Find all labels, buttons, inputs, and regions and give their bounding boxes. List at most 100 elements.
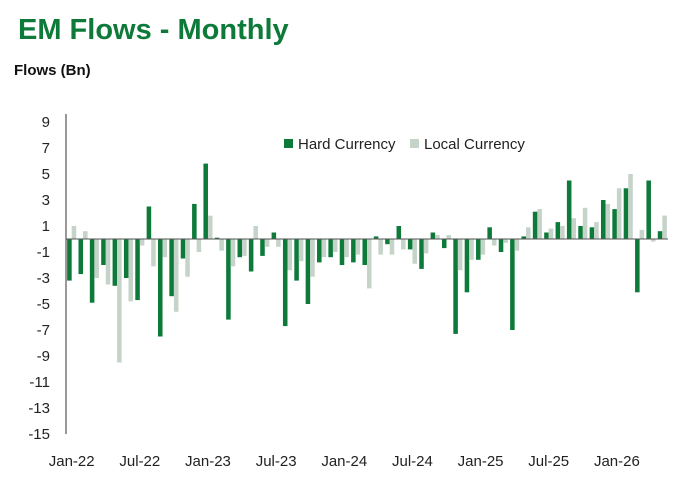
y-tick-label: 9 — [42, 114, 50, 131]
y-tick-label: -1 — [37, 244, 50, 261]
local-currency-bar — [276, 239, 281, 247]
hard-currency-bar — [657, 231, 663, 239]
local-currency-bar — [503, 239, 508, 243]
local-currency-bar — [173, 239, 179, 312]
y-tick-label: 1 — [42, 218, 50, 235]
y-tick-labels: 9 7 5 3 1 -1 -3 -5 -7 -9 -11 -13 -15 — [28, 114, 50, 443]
local-currency-bar — [423, 239, 429, 254]
x-tick-label: Jan-22 — [49, 453, 95, 470]
local-currency-bar — [242, 239, 247, 256]
hard-currency-bar — [112, 239, 118, 286]
local-currency-bar — [355, 239, 361, 255]
local-currency-bar — [196, 239, 202, 252]
local-currency-bar — [83, 231, 88, 239]
x-tick-label: Jul-25 — [528, 453, 569, 470]
hard-currency-bar — [487, 227, 492, 239]
local-currency-bar — [537, 209, 542, 239]
hard-currency-bar — [260, 239, 265, 256]
local-currency-bar — [344, 239, 349, 258]
hard-currency-bar — [351, 239, 356, 263]
local-currency-bar — [571, 218, 576, 239]
hard-currency-bar — [237, 239, 243, 258]
y-tick-label: -3 — [37, 270, 50, 287]
local-currency-bar — [287, 239, 293, 271]
hard-currency-bar — [158, 239, 163, 337]
hard-currency-bar — [555, 222, 561, 239]
hard-currency-bar — [339, 239, 345, 265]
hard-currency-bar — [248, 239, 254, 272]
hard-currency-bar — [328, 239, 333, 258]
hard-currency-bar — [544, 232, 549, 239]
legend-swatch-hard-currency — [284, 139, 293, 148]
hard-currency-bar — [78, 239, 84, 275]
hard-currency-bar — [180, 239, 186, 259]
local-currency-bar — [662, 215, 667, 239]
hard-currency-bar — [362, 239, 367, 265]
local-currency-bar — [389, 239, 395, 255]
hard-currency-bar — [623, 188, 629, 239]
hard-currency-bar — [441, 239, 447, 249]
local-currency-bar — [480, 239, 486, 255]
hard-currency-bar — [407, 239, 413, 250]
local-currency-bar — [321, 239, 327, 258]
local-currency-bar — [332, 239, 338, 252]
hard-currency-bar — [498, 239, 504, 252]
local-currency-bar — [105, 239, 111, 285]
hard-currency-bar — [169, 239, 174, 297]
hard-currency-bar — [589, 227, 595, 239]
chart-title: EM Flows - Monthly — [18, 14, 289, 46]
hard-currency-bar — [646, 180, 651, 239]
y-tick-label: 5 — [42, 166, 50, 183]
local-currency-bar — [412, 239, 417, 264]
y-tick-label: -9 — [37, 348, 50, 365]
hard-currency-bar — [510, 239, 515, 330]
local-currency-bar — [526, 227, 531, 239]
x-tick-label: Jan-24 — [321, 453, 367, 470]
hard-currency-bar — [67, 239, 72, 281]
local-currency-bar — [650, 239, 656, 242]
hard-currency-bar — [464, 239, 470, 293]
x-tick-label: Jul-23 — [256, 453, 297, 470]
hard-currency-bar — [453, 239, 458, 334]
legend-swatch-local-currency — [410, 139, 419, 148]
local-currency-bar — [207, 215, 213, 239]
hard-currency-bar — [600, 200, 606, 239]
hard-currency-bar — [419, 239, 424, 269]
local-currency-bar — [378, 239, 383, 255]
hard-currency-bar — [476, 239, 481, 260]
hard-currency-bar — [612, 209, 617, 239]
hard-currency-bar — [282, 239, 288, 327]
local-currency-bar — [253, 226, 258, 239]
local-currency-bar — [367, 239, 372, 289]
local-currency-bar — [548, 228, 554, 239]
hard-currency-bar — [146, 206, 152, 239]
hard-currency-bar — [123, 239, 129, 278]
x-tick-label: Jan-26 — [594, 453, 640, 470]
local-currency-bar — [594, 222, 599, 239]
x-tick-label: Jan-25 — [458, 453, 504, 470]
local-currency-bar — [628, 174, 633, 239]
local-currency-bar — [298, 239, 304, 262]
hard-currency-bar — [317, 239, 322, 263]
hard-currency-bar — [101, 239, 106, 265]
legend-label-local-currency: Local Currency — [424, 136, 525, 153]
local-currency-bar — [310, 239, 315, 277]
x-tick-label: Jul-22 — [119, 453, 160, 470]
local-currency-bar — [514, 239, 520, 251]
local-currency-bar — [605, 203, 611, 239]
hard-currency-bar — [532, 211, 538, 239]
hard-currency-bar — [521, 236, 527, 239]
hard-currency-bar — [635, 239, 640, 293]
x-tick-label: Jul-24 — [392, 453, 433, 470]
y-tick-label: -15 — [28, 426, 50, 443]
y-tick-label: -13 — [28, 400, 50, 417]
hard-currency-bar — [203, 163, 208, 239]
local-currency-bar — [457, 239, 463, 271]
local-currency-bar — [469, 239, 474, 260]
local-currency-bar — [616, 188, 622, 239]
local-currency-bar — [128, 239, 134, 302]
x-tick-label: Jan-23 — [185, 453, 231, 470]
local-currency-bar — [151, 239, 156, 267]
hard-currency-bar — [305, 239, 311, 304]
